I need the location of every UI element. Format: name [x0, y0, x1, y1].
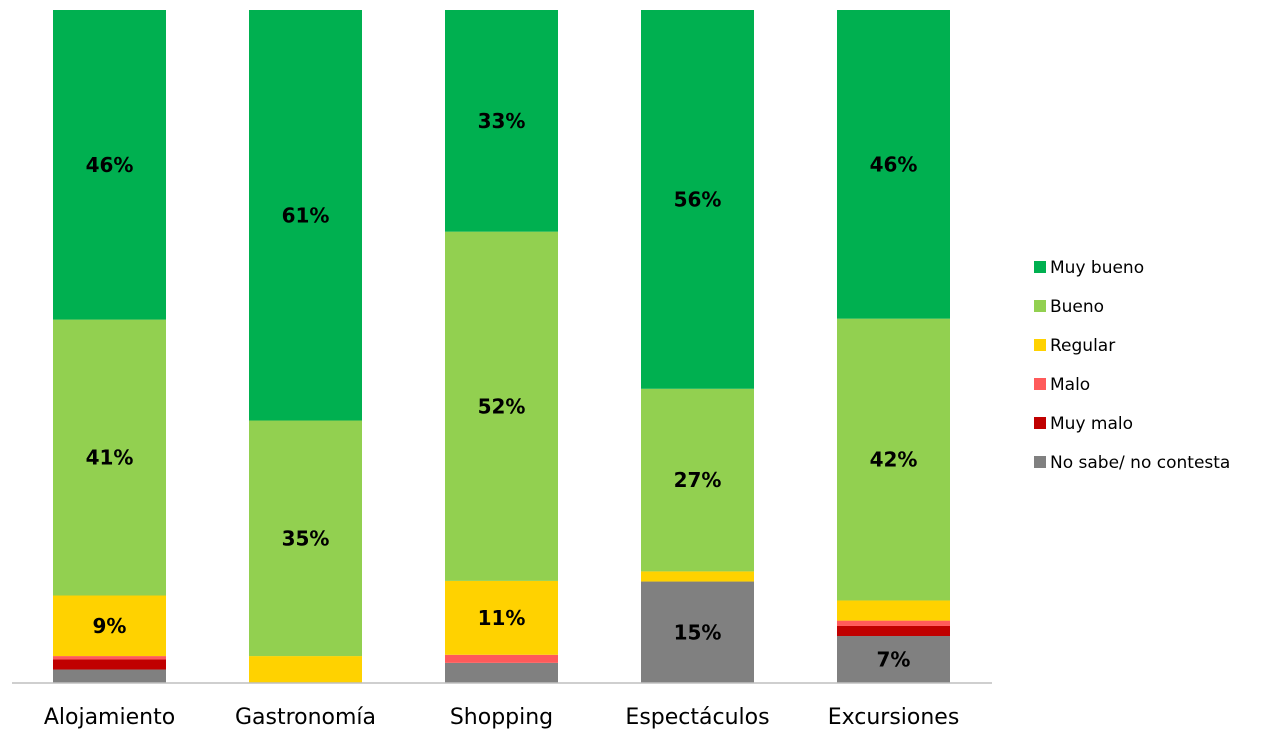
category-label-espectaculos: Espectáculos	[625, 705, 769, 729]
bar-segment-espectaculos-bueno	[641, 388, 754, 572]
legend-item-regular: Regular	[1034, 336, 1115, 356]
bar-segment-alojamiento-malo	[53, 656, 166, 660]
bar-segment-shopping-no-sabe-no-contesta	[445, 662, 558, 683]
legend-item-bueno: Bueno	[1034, 297, 1104, 317]
bar-segment-excursiones-bueno	[837, 318, 950, 601]
data-label-shopping-muy-bueno: 33%	[478, 109, 526, 133]
bar-segment-excursiones-no-sabe-no-contesta	[837, 636, 950, 683]
data-label-shopping-bueno: 52%	[478, 394, 526, 418]
bar-segment-shopping-muy-bueno	[445, 10, 558, 232]
legend-label-muy-bueno: Muy bueno	[1050, 258, 1144, 278]
bar-segment-excursiones-muy-bueno	[837, 10, 950, 319]
legend-swatch-malo	[1034, 378, 1046, 390]
legend-label-no-sabe-no-contesta: No sabe/ no contesta	[1050, 453, 1230, 473]
data-label-excursiones-no-sabe-no-contesta: 7%	[877, 648, 911, 672]
bar-segment-alojamiento-no-sabe-no-contesta	[53, 669, 166, 683]
legend-swatch-muy-bueno	[1034, 261, 1046, 273]
bar-segment-shopping-regular	[445, 580, 558, 655]
legend-swatch-muy-malo	[1034, 417, 1046, 429]
bar-segment-alojamiento-regular	[53, 595, 166, 657]
data-label-gastronomia-muy-bueno: 61%	[282, 203, 330, 227]
data-label-gastronomia-bueno: 35%	[282, 526, 330, 550]
legend-swatch-bueno	[1034, 300, 1046, 312]
category-label-shopping: Shopping	[450, 705, 553, 729]
legend-label-regular: Regular	[1050, 336, 1115, 356]
category-label-excursiones: Excursiones	[828, 705, 960, 729]
legend-label-bueno: Bueno	[1050, 297, 1104, 317]
data-label-excursiones-muy-bueno: 46%	[870, 152, 918, 176]
data-label-alojamiento-regular: 9%	[93, 614, 127, 638]
legend-item-malo: Malo	[1034, 375, 1090, 395]
bar-segment-espectaculos-no-sabe-no-contesta	[641, 581, 754, 683]
bar-segment-excursiones-muy-malo	[837, 625, 950, 637]
bar-segment-alojamiento-muy-bueno	[53, 10, 166, 320]
data-label-espectaculos-no-sabe-no-contesta: 15%	[674, 620, 722, 644]
data-label-espectaculos-muy-bueno: 56%	[674, 187, 722, 211]
bar-segment-gastronomia-muy-bueno	[249, 10, 362, 421]
category-label-gastronomia: Gastronomía	[235, 705, 376, 729]
bar-segment-espectaculos-muy-bueno	[641, 10, 754, 389]
legend-label-muy-malo: Muy malo	[1050, 414, 1133, 434]
bar-segment-gastronomia-regular	[249, 656, 362, 683]
legend-item-no-sabe-no-contesta: No sabe/ no contesta	[1034, 453, 1230, 473]
legend-item-muy-bueno: Muy bueno	[1034, 258, 1144, 278]
legend-swatch-no-sabe-no-contesta	[1034, 456, 1046, 468]
data-label-alojamiento-bueno: 41%	[86, 446, 134, 470]
bar-segment-alojamiento-muy-malo	[53, 659, 166, 670]
bar-segment-espectaculos-regular	[641, 571, 754, 582]
bar-segment-shopping-bueno	[445, 231, 558, 581]
legend-item-muy-malo: Muy malo	[1034, 414, 1133, 434]
data-label-espectaculos-bueno: 27%	[674, 468, 722, 492]
bar-segment-shopping-malo	[445, 654, 558, 663]
data-label-shopping-regular: 11%	[478, 606, 526, 630]
bar-segment-gastronomia-bueno	[249, 420, 362, 657]
bar-segment-excursiones-malo	[837, 620, 950, 626]
category-label-alojamiento: Alojamiento	[44, 705, 175, 729]
legend: Muy bueno Bueno Regular Malo Muy malo No sabe…	[1034, 258, 1230, 473]
category-labels: Alojamiento Gastronomía Shopping Espectácul…	[44, 705, 959, 729]
bar-segment-excursiones-regular	[837, 600, 950, 621]
data-label-excursiones-bueno: 42%	[870, 448, 918, 472]
bars-group: 9% 41% 46% 35% 61% 11% 52% 33% 15% 27% 56% 7% 42% 46%	[53, 10, 950, 683]
legend-swatch-regular	[1034, 339, 1046, 351]
legend-label-malo: Malo	[1050, 375, 1090, 395]
bar-segment-alojamiento-bueno	[53, 319, 166, 596]
data-label-alojamiento-muy-bueno: 46%	[86, 153, 134, 177]
